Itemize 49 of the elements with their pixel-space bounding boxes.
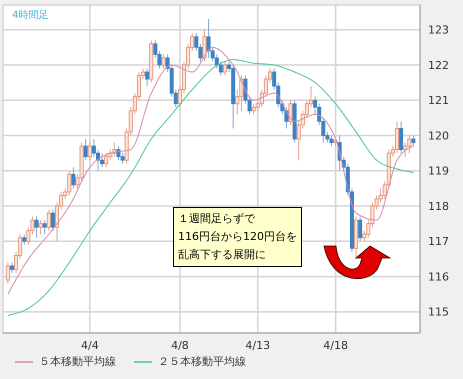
y-tick-label: 118 — [428, 200, 449, 213]
candlestick — [252, 103, 256, 115]
candlestick — [162, 54, 166, 69]
text: 4時間足 — [12, 8, 48, 22]
legend-label: ２５本移動平均線 — [157, 354, 246, 369]
candlestick — [50, 209, 55, 232]
candlestick — [206, 18, 211, 58]
candlestick — [104, 152, 108, 168]
annotation: １週間足らずで — [178, 211, 256, 227]
candlestick — [116, 146, 120, 161]
x-tick-label: 4/4 — [80, 338, 99, 352]
candlestick — [88, 142, 92, 161]
candlestick — [329, 134, 334, 147]
candlestick — [34, 216, 39, 238]
candlestick — [222, 60, 227, 76]
candlestick — [239, 75, 244, 112]
candlestick — [6, 262, 10, 284]
candlestick — [403, 142, 408, 158]
candlestick — [288, 100, 293, 126]
candlestick — [411, 134, 416, 147]
annotation: 乱高下する展開に — [178, 247, 267, 263]
candlestick — [202, 29, 206, 62]
candlestick — [71, 166, 76, 189]
y-tick-label: 117 — [428, 235, 449, 248]
x-tick-label: 4/18 — [323, 338, 348, 352]
y-tick-label: 120 — [428, 129, 449, 142]
y-tick-label: 119 — [428, 164, 449, 178]
annotation: 116円台から120円台を — [178, 229, 297, 245]
y-tick-label: 123 — [428, 24, 449, 37]
x-tick-label: 4/13 — [245, 338, 270, 352]
candlestick — [38, 220, 43, 235]
candlestick — [145, 68, 150, 87]
y-tick-label: 116 — [428, 270, 449, 284]
candlestick — [10, 262, 14, 274]
candlestick — [407, 134, 412, 154]
y-tick-label: 122 — [428, 58, 449, 72]
candlestick — [100, 152, 104, 168]
candlestick — [358, 216, 362, 242]
y-tick-label: 115 — [428, 306, 449, 319]
y-tick-label: 121 — [428, 94, 449, 108]
candlestick — [84, 138, 88, 161]
candlestick — [399, 120, 404, 154]
x-tick-label: 4/8 — [171, 338, 189, 352]
candlestick — [46, 209, 51, 232]
candlestick — [395, 120, 400, 154]
candlestick — [67, 170, 72, 196]
candlestick — [22, 234, 26, 246]
legend-label: ５本移動平均線 — [38, 354, 116, 369]
candlestick — [42, 220, 47, 235]
